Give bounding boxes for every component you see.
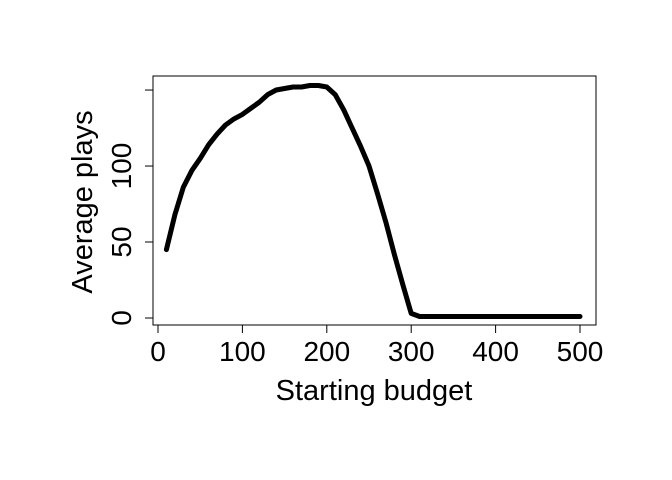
x-tick-label: 200 <box>303 336 350 367</box>
series-line <box>163 83 583 319</box>
plot-frame <box>152 75 597 326</box>
y-tick-label: 0 <box>106 310 137 326</box>
y-axis-label: Average plays <box>67 110 99 293</box>
x-tick-label: 300 <box>388 336 435 367</box>
x-tick-label: 0 <box>150 336 166 367</box>
x-tick-label: 100 <box>219 336 266 367</box>
x-axis: 0 100 200 300 400 500 <box>150 325 603 367</box>
y-axis: 0 50 100 <box>106 89 153 326</box>
y-tick-label: 50 <box>106 226 137 257</box>
x-tick-label: 400 <box>472 336 519 367</box>
x-tick-label: 500 <box>557 336 604 367</box>
x-axis-label: Starting budget <box>276 375 473 407</box>
y-tick-label: 100 <box>106 143 137 190</box>
